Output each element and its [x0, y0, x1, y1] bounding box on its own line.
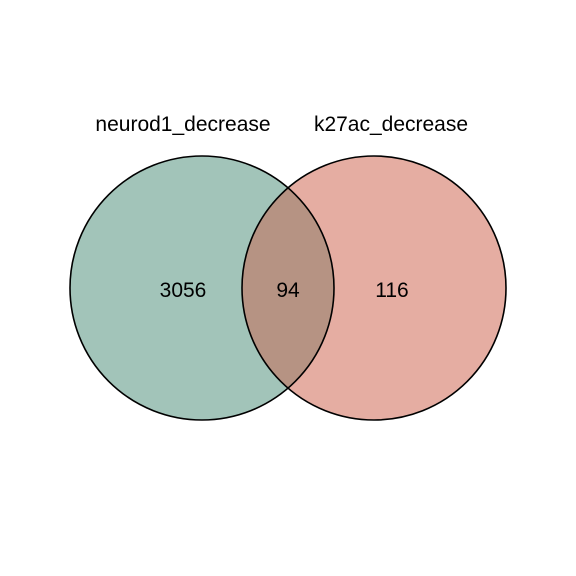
set-b-label: k27ac_decrease	[314, 113, 468, 136]
set-a-label: neurod1_decrease	[95, 113, 270, 136]
set-b-outline	[241, 155, 507, 421]
set-b-only-count: 116	[375, 279, 408, 302]
intersection-count: 94	[276, 279, 300, 302]
set-a-only-count: 3056	[160, 279, 207, 302]
set-a-outline	[69, 155, 335, 421]
intersection-region	[242, 156, 334, 420]
